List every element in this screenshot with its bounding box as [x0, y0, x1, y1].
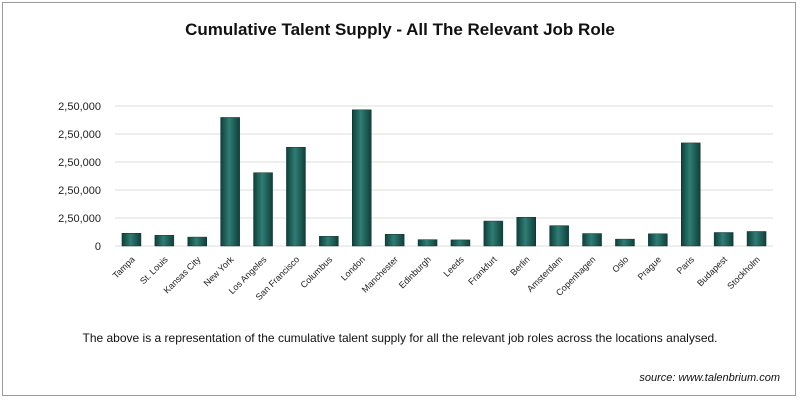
bar-stockholm — [746, 231, 767, 247]
x-tick-label: Budapest — [695, 254, 729, 288]
x-tick-label: Leeds — [441, 254, 466, 279]
chart-caption: The above is a representation of the cum… — [82, 331, 718, 345]
x-tick-label: St. Louis — [138, 254, 170, 286]
bar-copenhagen — [582, 233, 602, 247]
bar-manchester — [384, 234, 405, 247]
x-tick-label: Paris — [675, 254, 697, 276]
x-tick-label: Oslo — [610, 254, 630, 274]
x-tick-label: Stockholm — [725, 254, 762, 291]
x-tick-label: Berlin — [508, 254, 531, 277]
x-tick-label: Tampa — [111, 254, 137, 280]
grid-lines — [115, 105, 773, 247]
bars — [121, 109, 767, 247]
y-tick-label: 2,50,000 — [58, 101, 101, 113]
bar-tampa — [121, 233, 142, 247]
chart-title: Cumulative Talent Supply - All The Relev… — [185, 20, 615, 39]
x-tick-label: Frankfurt — [466, 254, 499, 287]
x-tick-label: Prague — [636, 254, 664, 282]
bar-london — [352, 109, 372, 247]
bar-st-louis — [154, 235, 175, 247]
bar-frankfurt — [483, 220, 504, 247]
y-tick-label: 2,50,000 — [58, 213, 101, 225]
bar-budapest — [713, 232, 734, 247]
bar-amsterdam — [549, 225, 569, 247]
bar-leeds — [450, 239, 471, 247]
bar-edinburgh — [417, 239, 438, 247]
y-tick-label: 2,50,000 — [58, 185, 101, 197]
bar-los-angeles — [253, 172, 273, 247]
bar-columbus — [319, 236, 339, 247]
y-axis-ticks: 0 2,50,000 2,50,000 2,50,000 2,50,000 2,50,00… — [58, 101, 101, 253]
bar-new-york — [220, 117, 240, 247]
bar-prague — [648, 233, 668, 247]
bar-kansas-city — [187, 236, 207, 247]
bar-san-francisco — [286, 146, 306, 247]
x-tick-label: London — [339, 254, 367, 282]
y-tick-label: 2,50,000 — [58, 129, 101, 141]
x-tick-label: Edinburgh — [397, 254, 433, 290]
bar-paris — [681, 142, 701, 247]
bar-oslo — [615, 238, 635, 247]
bar-berlin — [516, 216, 536, 247]
x-tick-label: Columbus — [299, 254, 335, 290]
x-tick-label: New York — [202, 254, 236, 288]
y-tick-label: 2,50,000 — [58, 157, 101, 169]
y-tick-label: 0 — [95, 241, 101, 253]
chart-frame — [2, 2, 796, 396]
source-credit: source: www.talenbrium.com — [639, 372, 780, 384]
